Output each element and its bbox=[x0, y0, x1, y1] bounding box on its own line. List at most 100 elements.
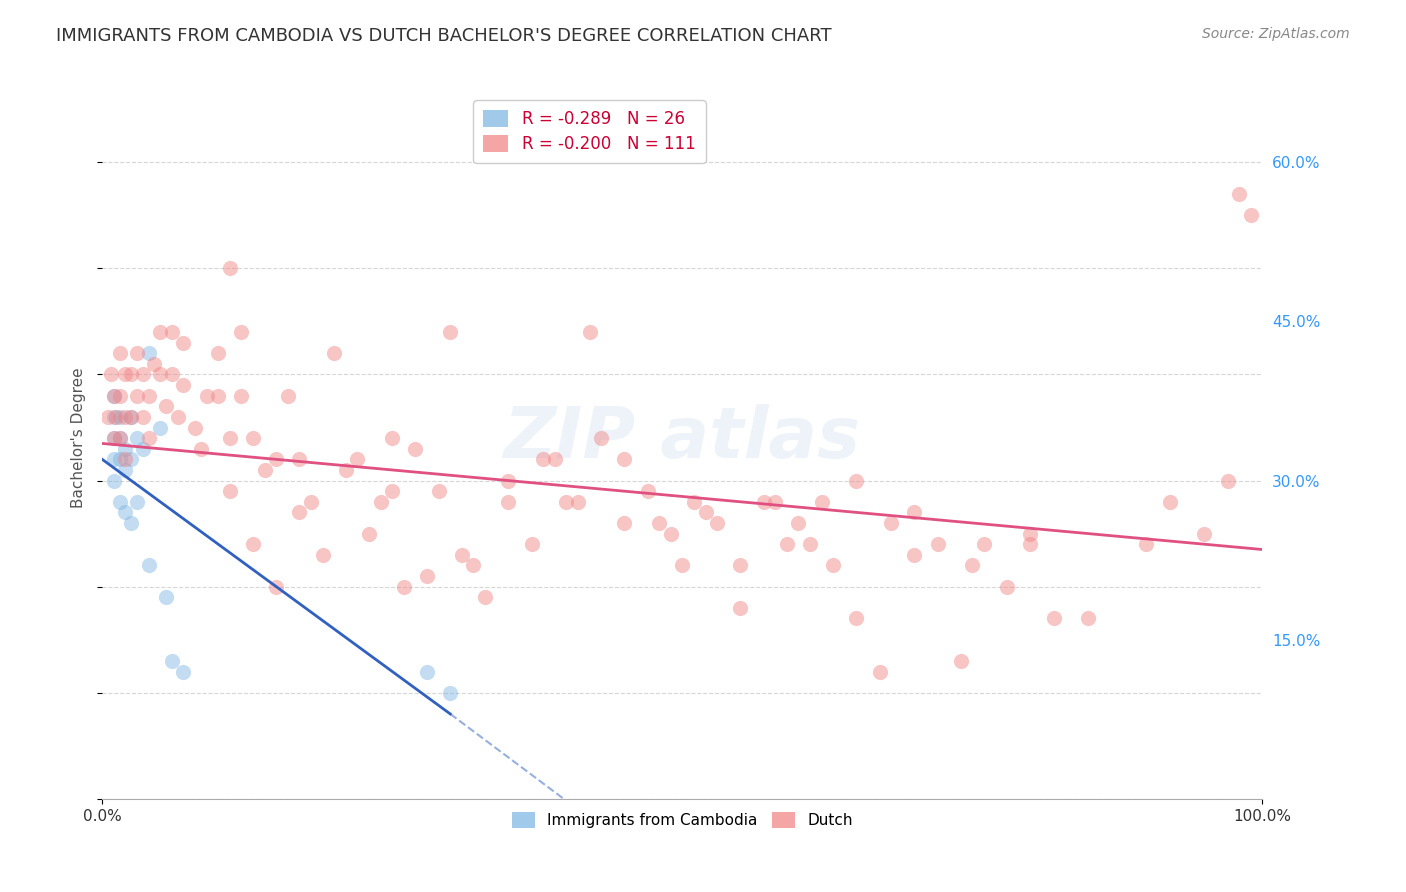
Point bbox=[335, 463, 357, 477]
Point bbox=[149, 420, 172, 434]
Point bbox=[155, 400, 177, 414]
Point bbox=[103, 452, 125, 467]
Point bbox=[125, 346, 148, 360]
Text: ZIP atlas: ZIP atlas bbox=[503, 404, 860, 473]
Point bbox=[520, 537, 543, 551]
Point bbox=[659, 526, 682, 541]
Point bbox=[451, 548, 474, 562]
Point bbox=[370, 495, 392, 509]
Point bbox=[311, 548, 333, 562]
Point bbox=[613, 452, 636, 467]
Point bbox=[108, 346, 131, 360]
Point bbox=[166, 409, 188, 424]
Point bbox=[138, 431, 160, 445]
Point bbox=[1019, 537, 1042, 551]
Point bbox=[637, 484, 659, 499]
Point bbox=[120, 368, 142, 382]
Point bbox=[288, 505, 311, 519]
Point bbox=[132, 368, 155, 382]
Point bbox=[195, 389, 218, 403]
Point bbox=[392, 580, 415, 594]
Point bbox=[105, 409, 128, 424]
Point bbox=[132, 442, 155, 456]
Point bbox=[439, 325, 461, 339]
Point bbox=[207, 389, 229, 403]
Point bbox=[120, 409, 142, 424]
Point bbox=[381, 431, 404, 445]
Point bbox=[1240, 208, 1263, 222]
Point bbox=[730, 558, 752, 573]
Point bbox=[160, 368, 183, 382]
Point bbox=[613, 516, 636, 530]
Point bbox=[138, 346, 160, 360]
Point bbox=[869, 665, 891, 679]
Point bbox=[114, 409, 136, 424]
Point bbox=[567, 495, 589, 509]
Point bbox=[231, 325, 253, 339]
Point bbox=[120, 516, 142, 530]
Point bbox=[120, 452, 142, 467]
Point bbox=[114, 463, 136, 477]
Point bbox=[776, 537, 799, 551]
Point bbox=[114, 452, 136, 467]
Point bbox=[149, 325, 172, 339]
Legend: Immigrants from Cambodia, Dutch: Immigrants from Cambodia, Dutch bbox=[506, 806, 859, 835]
Point bbox=[100, 368, 122, 382]
Point bbox=[103, 389, 125, 403]
Point bbox=[823, 558, 845, 573]
Point bbox=[264, 452, 287, 467]
Point bbox=[427, 484, 450, 499]
Point bbox=[288, 452, 311, 467]
Point bbox=[231, 389, 253, 403]
Point bbox=[103, 409, 125, 424]
Point bbox=[138, 389, 160, 403]
Point bbox=[1077, 611, 1099, 625]
Point bbox=[531, 452, 554, 467]
Point bbox=[578, 325, 600, 339]
Text: Source: ZipAtlas.com: Source: ZipAtlas.com bbox=[1202, 27, 1350, 41]
Point bbox=[218, 261, 240, 276]
Point bbox=[1159, 495, 1181, 509]
Point bbox=[264, 580, 287, 594]
Point bbox=[555, 495, 578, 509]
Point bbox=[160, 325, 183, 339]
Point bbox=[381, 484, 404, 499]
Point bbox=[810, 495, 832, 509]
Point bbox=[683, 495, 706, 509]
Point bbox=[190, 442, 212, 456]
Point bbox=[108, 409, 131, 424]
Point bbox=[927, 537, 949, 551]
Point bbox=[405, 442, 427, 456]
Point bbox=[207, 346, 229, 360]
Point bbox=[1216, 474, 1239, 488]
Point bbox=[277, 389, 299, 403]
Point bbox=[949, 654, 972, 668]
Point bbox=[346, 452, 368, 467]
Point bbox=[845, 611, 868, 625]
Point bbox=[114, 505, 136, 519]
Point bbox=[845, 474, 868, 488]
Point bbox=[787, 516, 810, 530]
Point bbox=[671, 558, 693, 573]
Point bbox=[155, 591, 177, 605]
Point bbox=[730, 600, 752, 615]
Point bbox=[498, 474, 520, 488]
Point bbox=[880, 516, 903, 530]
Point bbox=[962, 558, 984, 573]
Point bbox=[97, 409, 120, 424]
Point bbox=[172, 665, 194, 679]
Point bbox=[1194, 526, 1216, 541]
Point bbox=[218, 431, 240, 445]
Y-axis label: Bachelor's Degree: Bachelor's Degree bbox=[72, 368, 86, 508]
Point bbox=[648, 516, 671, 530]
Point bbox=[160, 654, 183, 668]
Point bbox=[114, 368, 136, 382]
Point bbox=[103, 431, 125, 445]
Point bbox=[474, 591, 496, 605]
Point bbox=[357, 526, 380, 541]
Point bbox=[125, 495, 148, 509]
Point bbox=[108, 431, 131, 445]
Point bbox=[323, 346, 346, 360]
Point bbox=[218, 484, 240, 499]
Point bbox=[132, 409, 155, 424]
